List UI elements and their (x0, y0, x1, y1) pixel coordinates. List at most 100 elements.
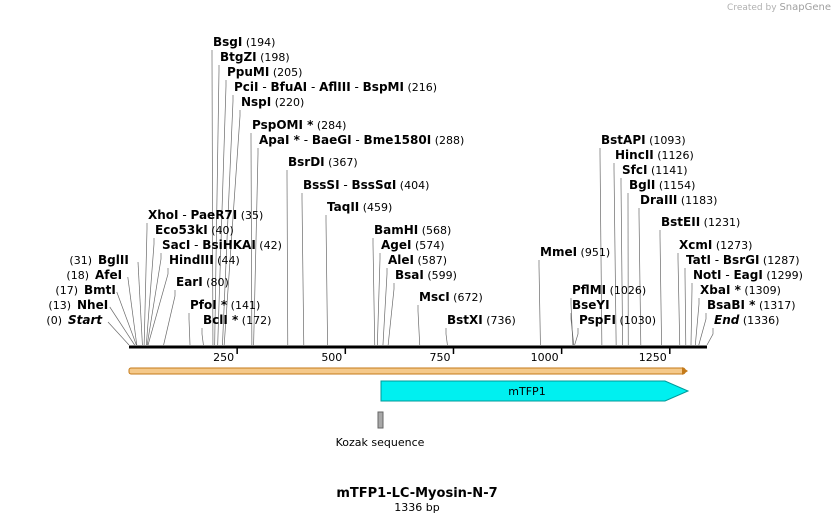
leader-bsrdi-367 (286, 170, 289, 346)
site-position: (40) (208, 224, 234, 237)
backbone-band-arrowhead (682, 367, 688, 375)
site-label-noti-eagi-1299[interactable]: NotI - EagI (1299) (693, 268, 803, 282)
enzyme-name: SfcI (622, 163, 647, 177)
leader-msci-672 (417, 305, 421, 346)
site-label-pspfi-1030[interactable]: PspFI (1030) (579, 313, 656, 327)
leader-alei-587 (382, 268, 388, 346)
site-label-eari-80[interactable]: EarI (80) (176, 275, 229, 289)
site-label-start-0[interactable]: Start (68, 313, 103, 327)
site-label-hincii-1126[interactable]: HincII (1126) (615, 148, 694, 162)
site-label-nhei-13[interactable]: NheI (77, 298, 108, 312)
site-label-bstxi-736[interactable]: BstXI (736) (447, 313, 516, 327)
site-label-pflmi-1026[interactable]: PflMI (1026) (572, 283, 646, 297)
site-label-ppumi-205[interactable]: PpuMI (205) (227, 65, 302, 79)
leader-bstapi-1093 (599, 148, 603, 346)
site-position: (288) (431, 134, 464, 147)
site-label-bsgi-194[interactable]: BsgI (194) (213, 35, 275, 49)
site-label-bsteii-1231[interactable]: BstEII (1231) (661, 215, 740, 229)
site-label-mmei-951[interactable]: MmeI (951) (540, 245, 610, 259)
site-label-apai-baegi-bme1580i-288[interactable]: ApaI * - BaeGI - Bme1580I (288) (259, 133, 464, 147)
enzyme-name: XbaI * (700, 283, 742, 297)
leader-draiii-1183 (638, 208, 642, 346)
enzyme-name: MmeI (540, 245, 577, 259)
site-separator: - (711, 253, 723, 267)
leader-nspi-220 (223, 110, 241, 346)
site-label-bmti-17[interactable]: BmtI (84, 283, 116, 297)
leader-nhei-13 (109, 306, 135, 346)
construct-title: mTFP1-LC-Myosin-N-7 (336, 486, 497, 501)
site-label-bglii-31[interactable]: BglII (98, 253, 129, 267)
site-label-tati-bsrgi-1287[interactable]: TatI - BsrGI (1287) (686, 253, 800, 267)
site-separator: - (352, 133, 364, 147)
site-label-bstapi-1093[interactable]: BstAPI (1093) (601, 133, 686, 147)
enzyme-name: BsiHKAI (202, 238, 256, 252)
site-label-bseyi-1028[interactable]: BseYI (572, 298, 610, 312)
enzyme-name: BfuAI (270, 80, 307, 94)
site-label-btgzi-198[interactable]: BtgZI (198) (220, 50, 290, 64)
site-label-bcli-172[interactable]: BclI * (172) (203, 313, 271, 327)
site-label-alei-587[interactable]: AleI (587) (388, 253, 447, 267)
enzyme-name: XhoI (148, 208, 179, 222)
kozak-feature-box[interactable] (377, 411, 384, 429)
enzyme-name: XcmI (679, 238, 712, 252)
site-label-taqii-459[interactable]: TaqII (459) (327, 200, 392, 214)
site-label-bsssi-bsss-i-404[interactable]: BssSI - BssSαI (404) (303, 178, 429, 192)
enzyme-name: EarI (176, 275, 203, 289)
site-position: (367) (325, 156, 358, 169)
site-position: (1299) (763, 269, 803, 282)
site-position-bmti-17: (17) (55, 284, 78, 297)
ruler-label-1250: 1250 (639, 351, 667, 364)
site-label-bsrdi-367[interactable]: BsrDI (367) (288, 155, 358, 169)
site-label-eco53ki-40[interactable]: Eco53kI (40) (155, 223, 234, 237)
enzyme-name: BstEII (661, 215, 700, 229)
site-label-bgli-1154[interactable]: BglI (1154) (629, 178, 695, 192)
site-label-nspi-220[interactable]: NspI (220) (241, 95, 304, 109)
leader-bcli-172 (201, 328, 204, 346)
site-label-xcmi-1273[interactable]: XcmI (1273) (679, 238, 752, 252)
site-label-xbai-1309[interactable]: XbaI * (1309) (700, 283, 781, 297)
site-position: (1309) (741, 284, 781, 297)
site-position: (587) (414, 254, 447, 267)
mtfp1-feature-arrow[interactable] (380, 380, 690, 402)
enzyme-name: BssSI (303, 178, 340, 192)
enzyme-name: NspI (241, 95, 271, 109)
site-label-saci-bsihkai-42[interactable]: SacI - BsiHKAI (42) (162, 238, 282, 252)
site-label-draiii-1183[interactable]: DraIII (1183) (640, 193, 717, 207)
site-position: (672) (450, 291, 483, 304)
site-label-bamhi-568[interactable]: BamHI (568) (374, 223, 451, 237)
enzyme-name: HindIII (169, 253, 214, 267)
site-position: (1183) (677, 194, 717, 207)
site-separator: - (259, 80, 271, 94)
leader-end-1336 (706, 328, 714, 346)
site-position: (141) (227, 299, 260, 312)
enzyme-name: PfoI * (190, 298, 228, 312)
site-label-agei-574[interactable]: AgeI (574) (381, 238, 445, 252)
leader-noti-eagi-1299 (690, 283, 693, 346)
enzyme-name: Bme1580I (364, 133, 432, 147)
site-label-pspomi-284[interactable]: PspOMI * (284) (252, 118, 346, 132)
site-position: (194) (242, 36, 275, 49)
leader-hindiii-44 (147, 268, 169, 346)
site-label-msci-672[interactable]: MscI (672) (419, 290, 483, 304)
leader-bglii-31 (137, 261, 143, 346)
leader-taqii-459 (325, 215, 328, 346)
enzyme-name: BaeGI (312, 133, 352, 147)
site-label-xhoi-paer7i-35[interactable]: XhoI - PaeR7I (35) (148, 208, 263, 222)
site-label-bsabi-1317[interactable]: BsaBI * (1317) (707, 298, 796, 312)
site-label-afei-18[interactable]: AfeI (95, 268, 122, 282)
site-label-sfci-1141[interactable]: SfcI (1141) (622, 163, 688, 177)
snapgene-logo: SnapGene (779, 2, 831, 13)
site-label-end-1336[interactable]: End (1336) (714, 313, 779, 327)
site-label-pcii-bfuai-afliii-bspmi-216[interactable]: PciI - BfuAI - AflIII - BspMI (216) (234, 80, 437, 94)
leader-bsabi-1317 (698, 313, 707, 346)
site-label-bsai-599[interactable]: BsaI (599) (395, 268, 457, 282)
site-label-hindiii-44[interactable]: HindIII (44) (169, 253, 240, 267)
site-label-pfoi-141[interactable]: PfoI * (141) (190, 298, 260, 312)
enzyme-name: AflIII (319, 80, 351, 94)
site-separator: - (722, 268, 734, 282)
ruler: 250 500 750 1000 1250 (213, 348, 671, 364)
enzyme-name: HincII (615, 148, 654, 162)
enzyme-name: BstXI (447, 313, 483, 327)
site-position: (1141) (647, 164, 687, 177)
